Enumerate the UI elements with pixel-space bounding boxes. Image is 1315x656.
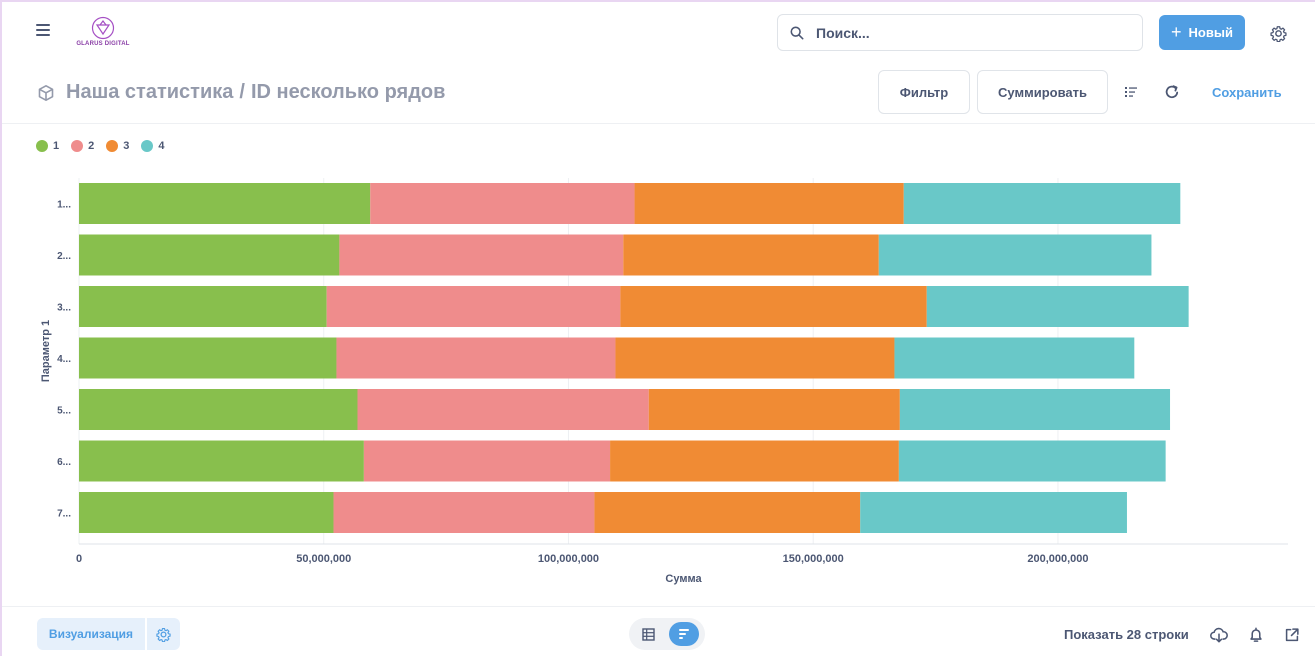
cube-icon <box>38 85 54 101</box>
y-tick-label: 1... <box>57 200 71 211</box>
legend-label: 2 <box>88 140 95 152</box>
bar-segment[interactable] <box>898 440 1166 482</box>
x-tick-label: 150,000,000 <box>783 553 844 565</box>
filter-button[interactable]: Фильтр <box>878 70 970 114</box>
legend-swatch <box>141 140 154 152</box>
chart-legend: 1 2 3 4 <box>36 140 165 152</box>
download-icon[interactable] <box>1210 626 1228 644</box>
logo-icon <box>91 16 115 40</box>
table-view-toggle[interactable] <box>633 622 663 646</box>
bar-segment[interactable] <box>79 234 340 276</box>
breadcrumb-collection[interactable]: Наша статистика <box>66 81 234 103</box>
chart-view-toggle[interactable] <box>669 622 699 646</box>
hamburger-icon[interactable] <box>36 24 50 36</box>
breadcrumb: Наша статистика / ID несколько рядов <box>66 81 445 104</box>
bell-icon[interactable] <box>1247 626 1265 644</box>
logo[interactable]: GLARUS DIGITAL <box>76 16 130 50</box>
bar-segment[interactable] <box>615 337 895 379</box>
bar-segment[interactable] <box>79 286 327 327</box>
bar-segment[interactable] <box>860 492 1127 533</box>
view-header: Наша статистика / ID несколько рядов Фильт… <box>2 66 1315 124</box>
bar-segment[interactable] <box>634 183 904 224</box>
gear-icon[interactable] <box>1270 25 1287 42</box>
breadcrumb-separator: / <box>239 81 245 103</box>
search-icon <box>790 26 804 39</box>
refresh-icon[interactable] <box>1164 84 1180 100</box>
new-button-label: Новый <box>1188 25 1233 40</box>
page-title[interactable]: ID несколько рядов <box>250 81 446 103</box>
search-input[interactable] <box>816 24 1116 41</box>
external-link-icon[interactable] <box>1283 626 1301 644</box>
legend-item[interactable]: 2 <box>71 140 94 152</box>
legend-label: 4 <box>158 140 165 152</box>
legend-label: 1 <box>53 140 60 152</box>
stacked-bar-chart: 0 50,000,000 100,000,000 150,000,000 200,000… <box>40 178 1288 585</box>
bar-segment[interactable] <box>79 492 334 533</box>
bar-segment[interactable] <box>894 337 1135 379</box>
bar-segment[interactable] <box>594 492 861 533</box>
x-axis-title: Сумма <box>665 573 702 585</box>
y-tick-label: 3... <box>57 303 71 314</box>
bar-segment[interactable] <box>336 337 616 379</box>
bar-segment[interactable] <box>79 440 364 482</box>
y-tick-label: 4... <box>57 354 71 365</box>
legend-item[interactable]: 4 <box>141 140 165 152</box>
visualization-button[interactable]: Визуализация <box>37 618 145 650</box>
new-button[interactable]: + Новый <box>1159 15 1245 50</box>
legend-swatch <box>71 140 84 152</box>
bar-segment[interactable] <box>339 234 624 276</box>
y-tick-label: 5... <box>57 406 71 417</box>
logo-text: GLARUS DIGITAL <box>76 41 130 47</box>
summarize-button[interactable]: Суммировать <box>977 70 1108 114</box>
bar-chart-icon <box>679 629 689 639</box>
bar-segment[interactable] <box>878 234 1152 276</box>
x-tick-label: 50,000,000 <box>296 553 351 565</box>
x-tick-label: 200,000,000 <box>1027 553 1088 565</box>
bar-segment[interactable] <box>370 183 635 224</box>
row-count: Показать 28 строки <box>1064 627 1189 642</box>
gear-icon <box>156 627 171 642</box>
bar-segment[interactable] <box>623 234 879 276</box>
bar-segment[interactable] <box>79 389 358 430</box>
legend-label: 3 <box>123 140 130 152</box>
visualization-settings-button[interactable] <box>147 618 180 650</box>
y-tick-label: 7... <box>57 509 71 520</box>
bar-segment[interactable] <box>620 286 927 327</box>
bar-segment[interactable] <box>363 440 611 482</box>
bar-segment[interactable] <box>926 286 1189 327</box>
bar-segment[interactable] <box>79 183 371 224</box>
y-tick-label: 6... <box>57 457 71 468</box>
x-tick-label: 100,000,000 <box>538 553 599 565</box>
bar-segment[interactable] <box>899 389 1171 430</box>
search-box[interactable] <box>777 14 1143 51</box>
bar-segment[interactable] <box>648 389 900 430</box>
bar-segment[interactable] <box>903 183 1181 224</box>
y-axis-title: Параметр 1 <box>40 320 52 382</box>
bar-segment[interactable] <box>326 286 621 327</box>
view-toggle <box>629 618 705 650</box>
legend-swatch <box>106 140 119 152</box>
plus-icon: + <box>1171 22 1182 42</box>
footer-bar: Визуализация Показать 28 строки <box>2 606 1315 656</box>
legend-item[interactable]: 1 <box>36 140 59 152</box>
x-tick-label: 0 <box>76 553 82 565</box>
top-navbar: GLARUS DIGITAL + Новый <box>2 2 1315 66</box>
legend-item[interactable]: 3 <box>106 140 129 152</box>
bar-segment[interactable] <box>610 440 899 482</box>
bar-segment[interactable] <box>79 337 337 379</box>
save-link[interactable]: Сохранить <box>1212 85 1282 100</box>
y-tick-label: 2... <box>57 251 71 262</box>
chart-area: 1 2 3 4 0 50,000,000 100,000,000 150,000,000 20… <box>2 126 1315 606</box>
legend-swatch <box>36 140 48 152</box>
bar-segment[interactable] <box>333 492 595 533</box>
table-icon <box>641 627 655 641</box>
list-icon[interactable] <box>1124 85 1138 99</box>
bar-segment[interactable] <box>357 389 649 430</box>
